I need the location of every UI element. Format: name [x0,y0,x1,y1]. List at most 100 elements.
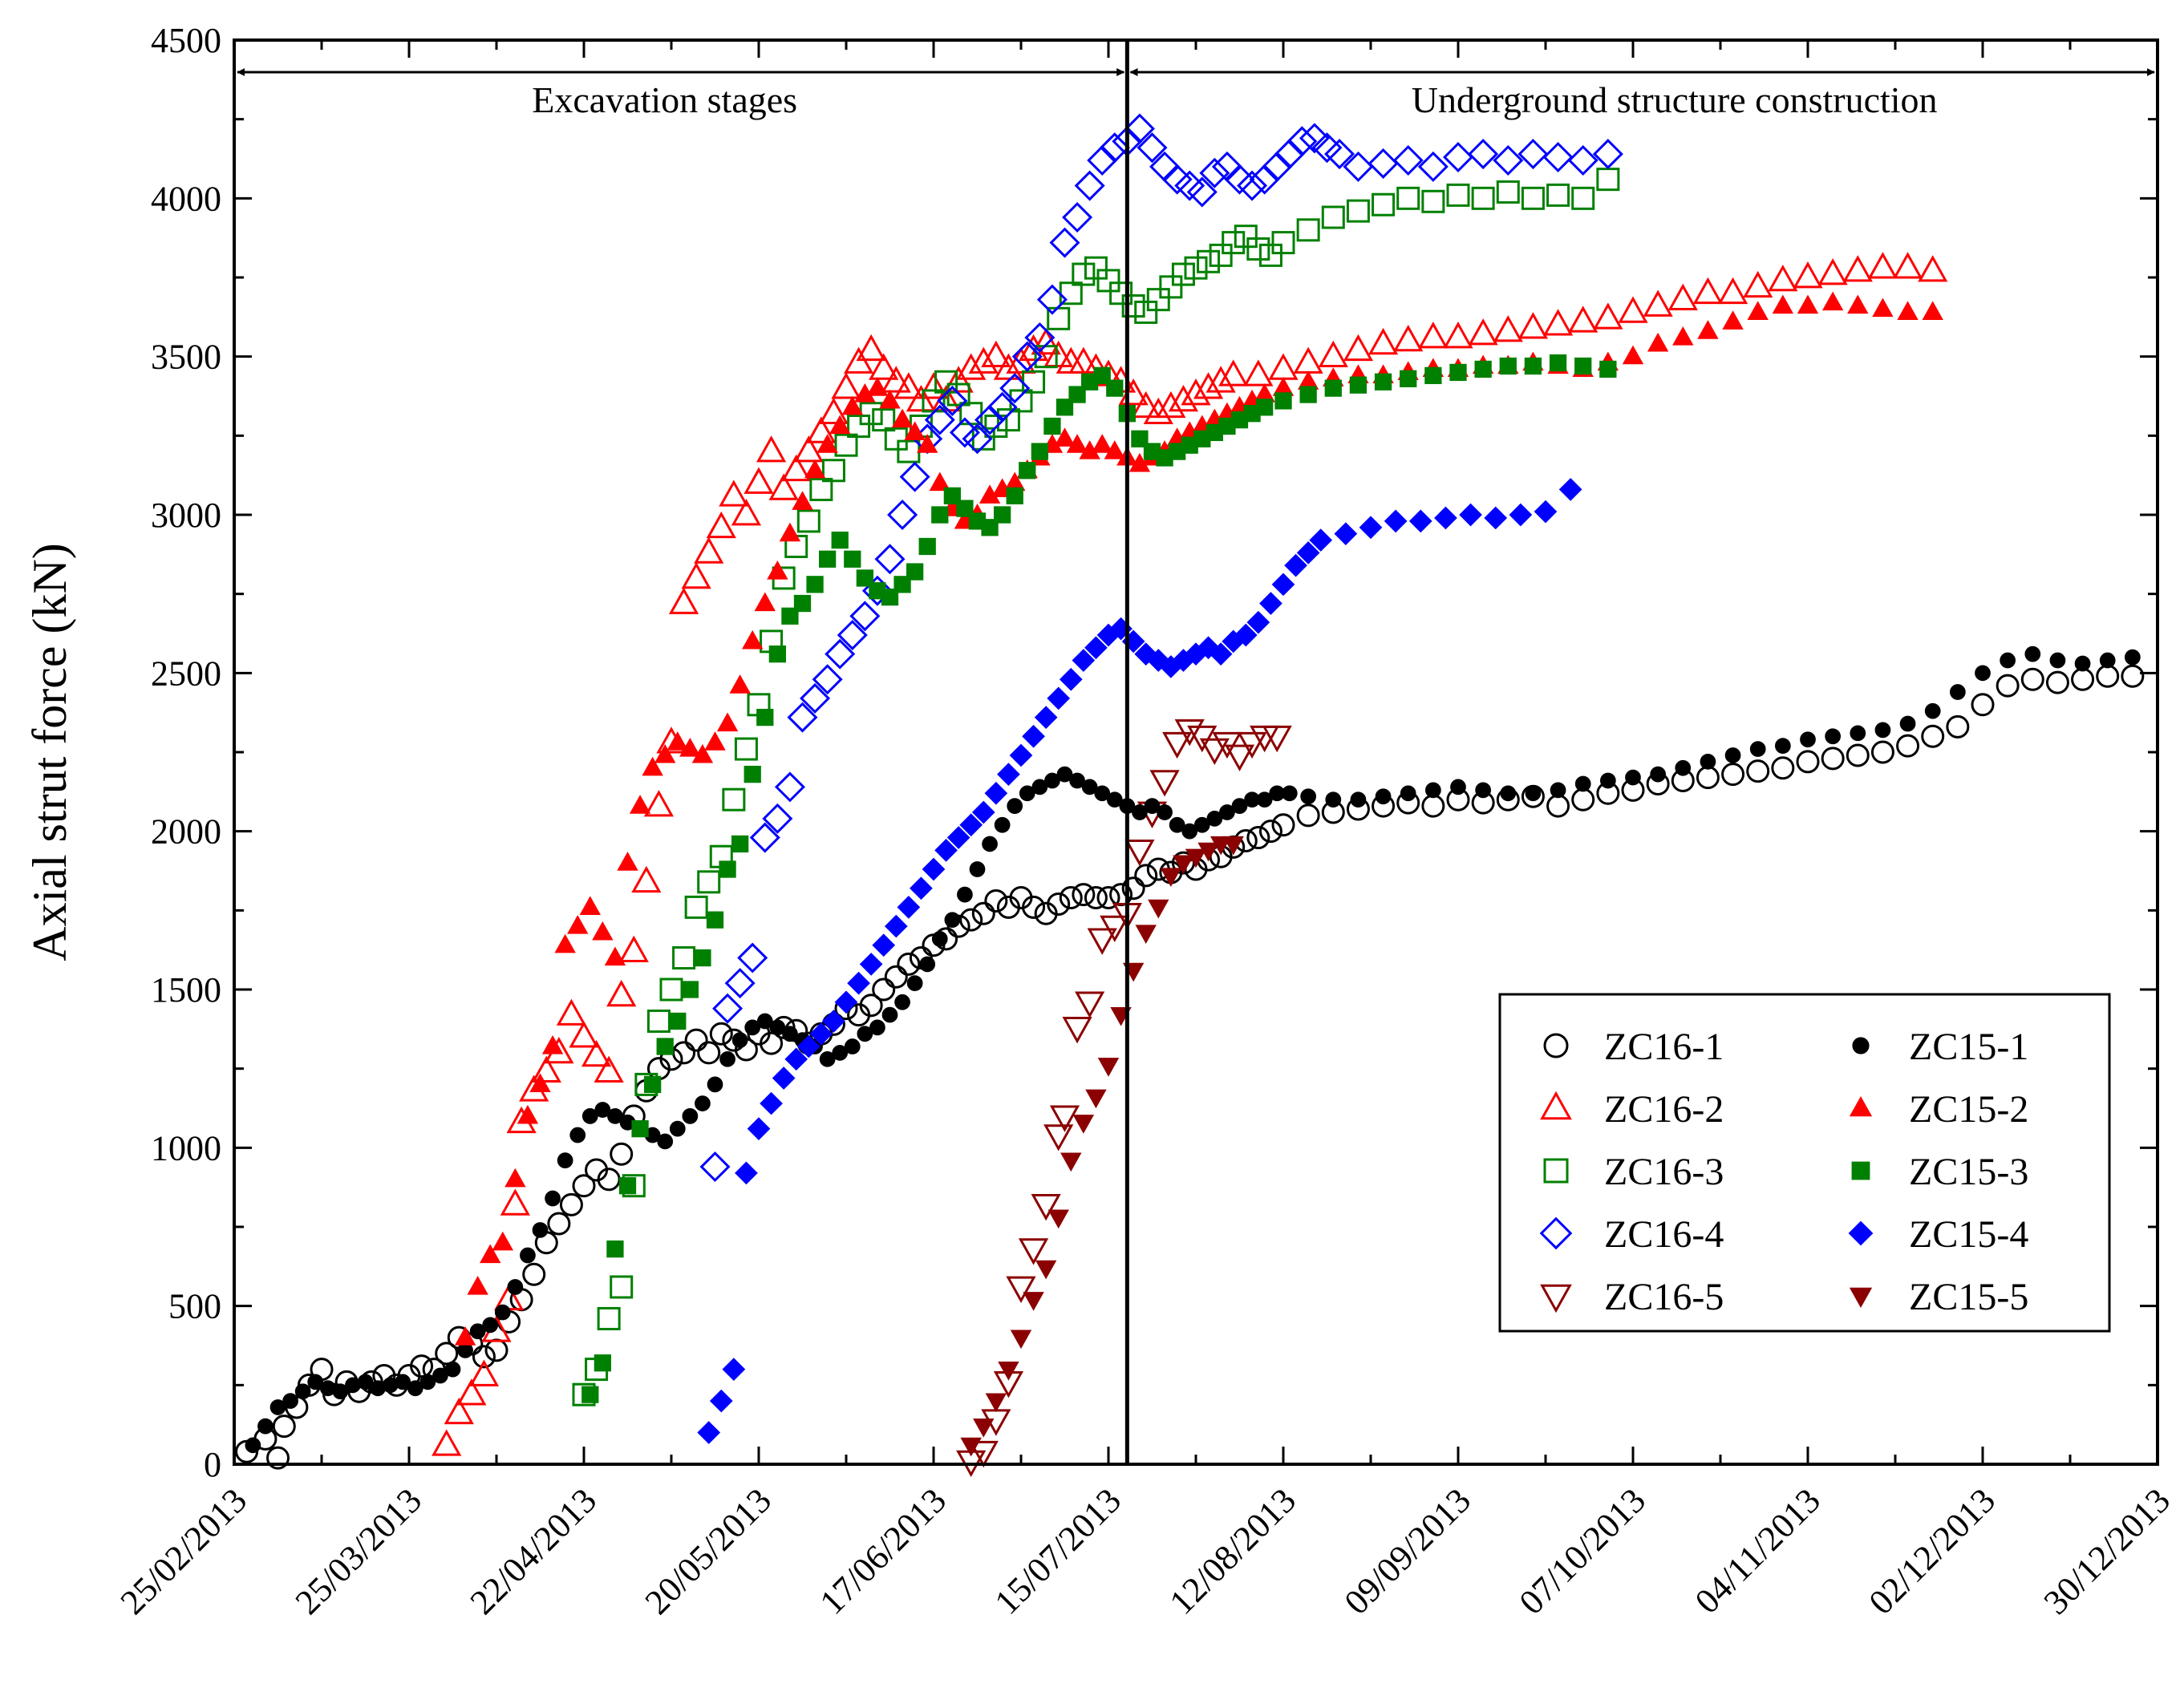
data-point-zc16-4 [1137,132,1168,164]
data-point-zc16-3 [1421,189,1445,213]
data-point-zc15-3 [1499,357,1517,375]
data-point-zc16-1 [1022,895,1046,919]
data-point-zc16-2 [668,587,699,614]
data-point-zc16-1 [1971,693,1995,717]
legend-label-zc16-2: ZC16-2 [1604,1088,1724,1131]
data-point-zc16-4 [987,391,1018,423]
data-point-zc16-4 [1343,151,1374,182]
data-point-zc16-5 [1031,1194,1061,1221]
data-point-zc15-1 [1132,804,1148,820]
data-point-zc15-4 [1459,503,1482,527]
data-point-zc16-4 [825,638,856,670]
data-point-zc15-5 [1197,842,1219,862]
data-point-zc16-1 [1896,734,1920,758]
data-point-zc16-5 [1043,1124,1074,1151]
data-point-zc15-3 [594,1354,611,1372]
legend-marker-zc16-1 [1543,1033,1569,1058]
data-series [235,113,2145,1478]
data-point-zc16-2 [1368,327,1399,355]
data-point-zc15-4 [872,933,896,957]
data-point-zc16-2 [756,435,787,463]
data-point-zc15-1 [581,1108,598,1124]
data-point-zc15-2 [592,921,614,941]
data-point-zc15-4 [1284,553,1307,577]
data-point-zc16-2 [606,979,637,1007]
data-point-zc16-4 [787,702,818,733]
data-point-zc15-4 [1334,522,1358,546]
data-point-zc15-1 [520,1247,536,1264]
x-tick-label: 12/08/2013 [1162,1480,1303,1621]
data-point-zc16-2 [444,1397,474,1425]
data-point-zc15-2 [567,915,589,934]
x-tick-label: 25/02/2013 [113,1480,254,1621]
data-point-zc16-1 [1047,892,1071,916]
data-point-zc15-1 [307,1374,324,1390]
series-zc16-2 [432,252,1948,1456]
data-point-zc16-2 [500,1188,530,1216]
data-point-zc15-2 [454,1326,476,1346]
data-point-zc15-1 [1193,816,1210,833]
data-point-zc16-1 [2045,670,2069,694]
data-point-zc15-4 [747,1117,771,1141]
data-point-zc16-2 [618,935,649,962]
data-point-zc16-1 [1072,883,1096,907]
data-point-zc15-2 [829,415,851,435]
data-point-zc16-2 [1218,359,1249,387]
data-point-zc16-3 [1571,186,1595,210]
data-point-zc15-4 [959,813,983,837]
data-point-zc15-4 [1558,478,1582,501]
data-point-zc16-2 [1168,384,1199,412]
data-point-zc15-2 [929,472,950,492]
data-point-zc16-1 [610,1142,634,1166]
data-point-zc15-4 [910,876,933,901]
data-point-zc16-4 [762,803,793,834]
data-point-zc16-3 [1346,199,1370,223]
data-point-zc15-4 [897,896,921,919]
data-point-zc16-2 [1056,346,1086,374]
data-point-zc16-2 [681,561,711,589]
data-point-zc15-1 [269,1399,286,1415]
data-point-zc16-3 [1109,281,1133,306]
legend-marker-zc16-3 [1543,1158,1569,1184]
data-point-zc16-3 [1546,183,1570,207]
data-point-zc16-3 [897,439,921,463]
data-point-zc15-2 [1647,332,1669,352]
data-point-zc16-2 [569,1021,599,1048]
data-point-zc15-1 [1019,785,1035,802]
data-point-zc15-4 [984,781,1008,805]
data-point-zc16-3 [610,1275,634,1299]
data-point-zc15-4 [1059,667,1083,691]
data-point-zc16-4 [1099,132,1130,164]
data-point-zc15-1 [482,1317,499,1334]
data-point-zc15-1 [1219,804,1235,820]
data-point-zc16-3 [1072,262,1096,286]
data-point-zc15-1 [931,930,948,947]
data-point-zc15-3 [931,506,949,524]
data-point-zc15-4 [1234,623,1258,647]
data-point-zc15-5 [1047,1209,1069,1229]
data-point-zc15-1 [2074,655,2091,672]
data-point-zc15-3 [1400,370,1417,387]
data-point-zc15-4 [1084,636,1108,660]
data-point-zc16-1 [272,1415,296,1439]
data-point-zc16-2 [1593,302,1623,330]
data-point-zc16-2 [781,454,812,482]
data-point-zc16-4 [1442,142,1474,173]
data-point-zc16-3 [1146,288,1170,312]
data-point-zc15-1 [906,975,923,991]
legend-marker-zc16-2 [1540,1091,1572,1120]
data-point-zc15-3 [906,563,924,581]
data-point-zc16-3 [884,427,908,451]
y-tick-label: 1000 [151,1128,221,1168]
legend-box [1498,993,2111,1333]
data-point-zc15-1 [1281,785,1298,802]
data-point-zc16-3 [722,787,746,812]
data-point-zc15-3 [943,487,961,504]
legend-label-zc15-1: ZC15-1 [1909,1026,2028,1068]
data-point-zc15-1 [1375,788,1392,805]
data-point-zc16-3 [796,509,821,533]
data-point-zc15-3 [719,860,736,878]
data-point-zc16-2 [594,1055,624,1083]
data-point-zc15-3 [1256,399,1274,416]
data-point-zc15-1 [1525,785,1542,802]
